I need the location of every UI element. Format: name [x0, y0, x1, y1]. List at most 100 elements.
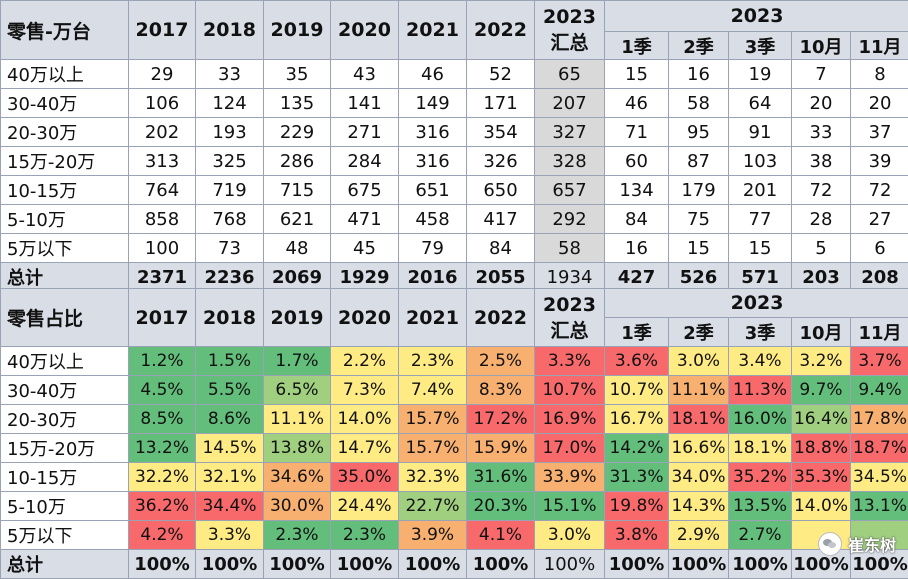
data-cell: 91 — [729, 118, 792, 147]
data-cell: 37 — [851, 118, 908, 147]
total-cell: 100% — [331, 550, 399, 579]
row-label: 5万以下 — [1, 521, 129, 550]
data-cell: 31.3% — [605, 463, 669, 492]
data-cell: 64 — [729, 89, 792, 118]
data-cell: 15 — [729, 234, 792, 263]
data-cell: 7.3% — [331, 376, 399, 405]
data-cell: 33 — [792, 118, 851, 147]
data-cell: 284 — [331, 147, 399, 176]
data-cell: 58 — [535, 234, 605, 263]
period-header: 3季 — [729, 318, 792, 347]
row-label: 15万-20万 — [1, 147, 129, 176]
data-cell: 15 — [669, 234, 729, 263]
data-cell: 354 — [467, 118, 535, 147]
data-cell: 33.9% — [535, 463, 605, 492]
year-header: 2022 — [467, 289, 535, 347]
data-cell: 1.2% — [129, 347, 196, 376]
data-cell: 20.3% — [467, 492, 535, 521]
data-cell: 17.0% — [535, 434, 605, 463]
data-cell: 675 — [331, 176, 399, 205]
row-label: 5万以下 — [1, 234, 129, 263]
data-cell: 16 — [605, 234, 669, 263]
data-cell: 87 — [669, 147, 729, 176]
data-cell: 171 — [467, 89, 535, 118]
watermark: 崔东树 — [818, 532, 896, 556]
data-cell: 31.6% — [467, 463, 535, 492]
row-label: 30-40万 — [1, 89, 129, 118]
data-cell: 84 — [605, 205, 669, 234]
data-cell: 328 — [535, 147, 605, 176]
data-cell: 43 — [331, 60, 399, 89]
data-cell: 134 — [605, 176, 669, 205]
data-cell: 20 — [851, 89, 908, 118]
data-cell: 6.5% — [264, 376, 331, 405]
data-cell: 15 — [605, 60, 669, 89]
year-header: 2017 — [129, 1, 196, 60]
data-cell: 11.1% — [669, 376, 729, 405]
table-title: 零售-万台 — [1, 1, 129, 60]
year-header: 2021 — [399, 289, 467, 347]
data-cell: 2.2% — [331, 347, 399, 376]
data-cell: 15.7% — [399, 405, 467, 434]
group-year-header: 2023 — [605, 1, 908, 32]
data-cell: 11.3% — [729, 376, 792, 405]
data-cell: 3.0% — [669, 347, 729, 376]
data-cell: 34.5% — [851, 463, 908, 492]
data-cell: 71 — [605, 118, 669, 147]
data-cell: 16 — [669, 60, 729, 89]
data-cell: 4.2% — [129, 521, 196, 550]
data-cell: 36.2% — [129, 492, 196, 521]
data-cell: 1.5% — [196, 347, 264, 376]
year-header: 2017 — [129, 289, 196, 347]
data-cell: 4.1% — [467, 521, 535, 550]
row-label: 30-40万 — [1, 376, 129, 405]
data-cell: 18.1% — [669, 405, 729, 434]
group-year-header: 2023 — [605, 289, 908, 318]
year-header: 2018 — [196, 289, 264, 347]
data-cell: 8.6% — [196, 405, 264, 434]
data-cell: 16.6% — [669, 434, 729, 463]
data-cell: 10.7% — [605, 376, 669, 405]
period-header: 2季 — [669, 318, 729, 347]
data-cell: 14.0% — [331, 405, 399, 434]
data-cell: 65 — [535, 60, 605, 89]
data-cell: 3.3% — [196, 521, 264, 550]
data-cell: 326 — [467, 147, 535, 176]
data-cell: 16.7% — [605, 405, 669, 434]
period-header: 2季 — [669, 32, 729, 60]
year-header: 2019 — [264, 1, 331, 60]
data-cell: 29 — [129, 60, 196, 89]
data-cell: 719 — [196, 176, 264, 205]
data-cell: 46 — [605, 89, 669, 118]
data-cell: 18.7% — [851, 434, 908, 463]
data-cell: 3.8% — [605, 521, 669, 550]
row-label: 40万以上 — [1, 60, 129, 89]
data-cell: 3.9% — [399, 521, 467, 550]
data-cell: 3.2% — [792, 347, 851, 376]
data-cell: 103 — [729, 147, 792, 176]
data-cell: 13.1% — [851, 492, 908, 521]
data-cell: 72 — [851, 176, 908, 205]
data-cell: 14.7% — [331, 434, 399, 463]
data-cell: 768 — [196, 205, 264, 234]
data-cell: 35.0% — [331, 463, 399, 492]
data-cell: 14.2% — [605, 434, 669, 463]
data-cell: 84 — [467, 234, 535, 263]
data-cell: 3.3% — [535, 347, 605, 376]
summary-label: 汇总 — [535, 318, 604, 344]
period-header: 3季 — [729, 32, 792, 60]
year-header: 2021 — [399, 1, 467, 60]
data-cell: 621 — [264, 205, 331, 234]
data-cell: 34.4% — [196, 492, 264, 521]
data-cell: 13.5% — [729, 492, 792, 521]
summary-label: 汇总 — [535, 30, 604, 56]
data-cell: 13.2% — [129, 434, 196, 463]
